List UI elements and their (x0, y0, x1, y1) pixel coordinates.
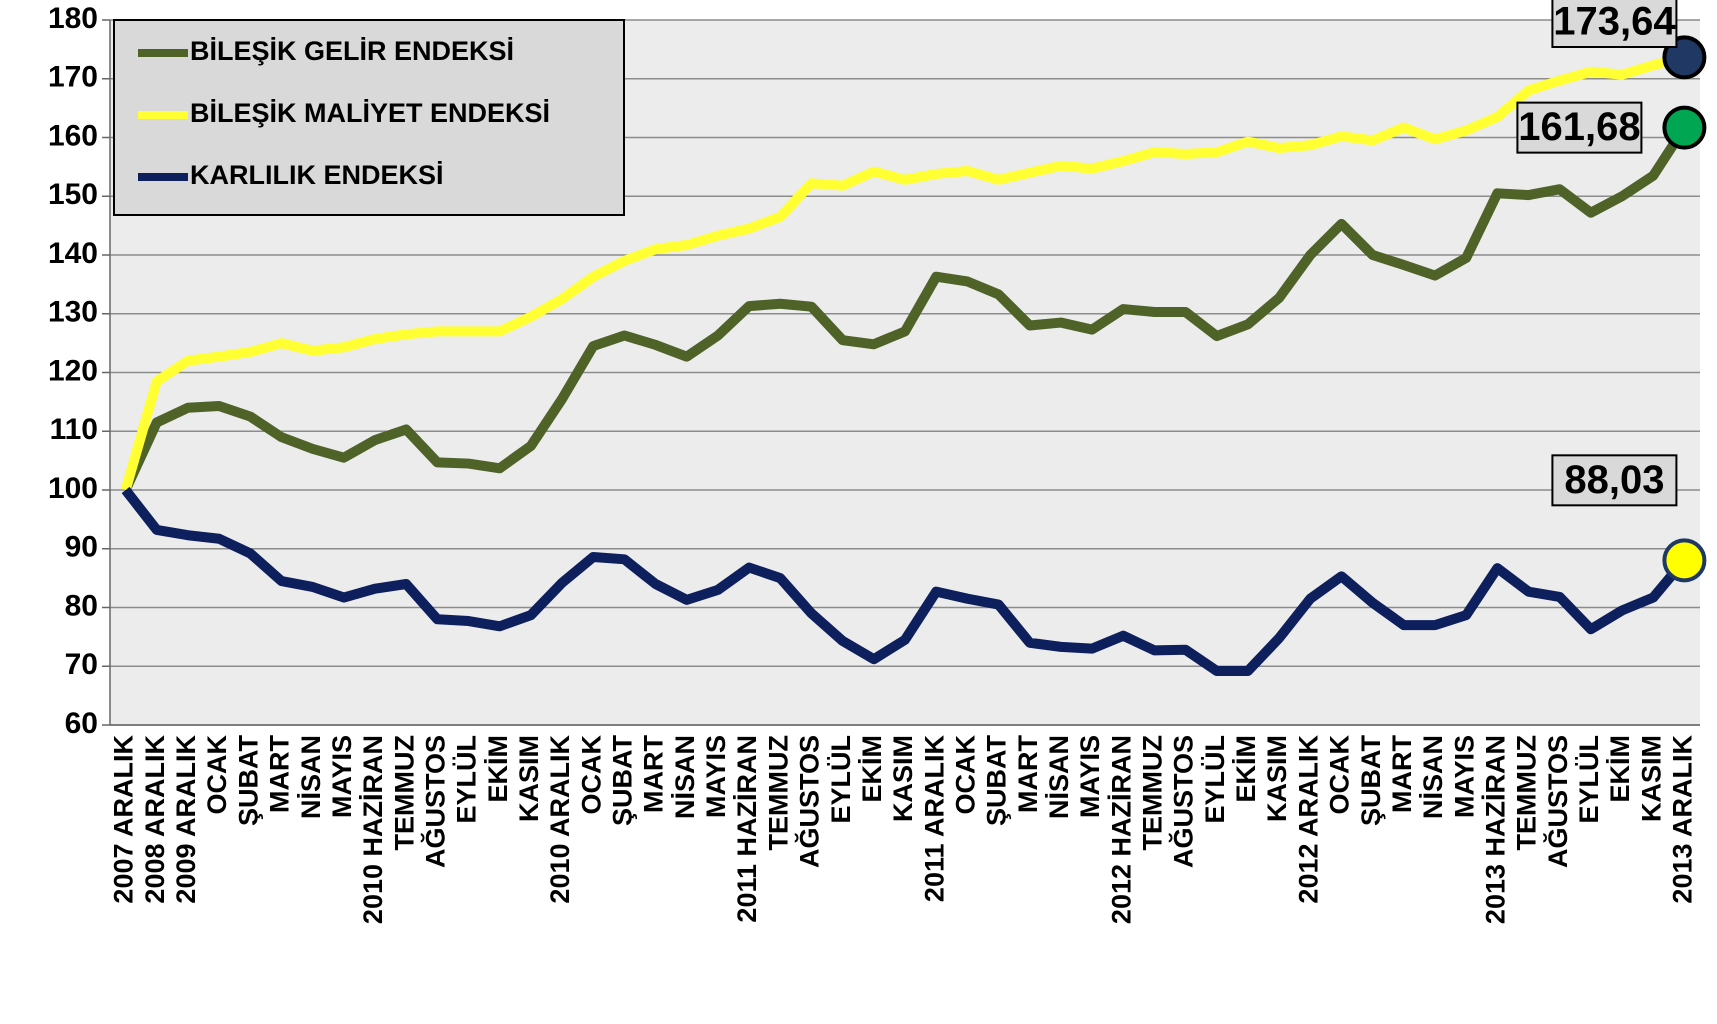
data-label-box (1551, 454, 1678, 507)
end-marker (1662, 105, 1707, 150)
x-tick-label: MART (639, 734, 669, 812)
x-tick-label: TEMMUZ (763, 735, 793, 850)
x-tick-label: 2010 ARALIK (545, 735, 575, 904)
x-tick-label: OCAK (576, 735, 606, 815)
x-tick-label: 2011 ARALIK (919, 734, 949, 902)
data-label: 88,03 (1551, 454, 1678, 507)
legend-label: BİLEŞİK GELİR ENDEKSİ (190, 36, 514, 66)
legend-label: BİLEŞİK MALİYET ENDEKSİ (190, 98, 550, 128)
y-tick-label: 120 (48, 354, 98, 387)
x-tick-label: ŞUBAT (1356, 734, 1386, 826)
x-tick-label: EKİM (483, 735, 513, 803)
x-tick-label: KASIM (1262, 735, 1292, 822)
y-tick-label: 130 (48, 296, 98, 329)
x-tick-label: AĞUSTOS (419, 735, 450, 868)
x-tick-label: NİSAN (1418, 735, 1448, 819)
x-tick-label: MAYIS (1449, 735, 1479, 818)
y-tick-label: 60 (65, 707, 98, 740)
data-label: 173,64 (1551, 0, 1678, 48)
x-tick-label: AĞUSTOS (1168, 735, 1199, 868)
x-tick-label: 2012 HAZİRAN (1106, 735, 1136, 924)
y-tick-label: 110 (50, 413, 98, 446)
y-tick-label: 150 (48, 178, 98, 211)
x-tick-label: EKİM (1231, 735, 1261, 803)
x-tick-label: 2013 HAZİRAN (1480, 735, 1510, 924)
x-tick-label: 2007 ARALIK (109, 735, 139, 904)
y-tick-label: 90 (65, 531, 98, 564)
x-tick-label: ŞUBAT (233, 734, 263, 826)
y-tick-label: 70 (65, 648, 98, 681)
x-tick-label: EYLÜL (826, 735, 856, 824)
x-tick-label: KASIM (888, 735, 918, 822)
end-marker (1662, 538, 1707, 583)
x-tick-label: TEMMUZ (389, 735, 419, 850)
x-tick-label: MAYIS (327, 735, 357, 818)
data-label-text: 161,68 (1518, 105, 1640, 149)
data-label: 161,68 (1516, 101, 1643, 154)
x-tick-label: EYLÜL (1200, 735, 1230, 824)
legend-label: KARLILIK ENDEKSİ (190, 160, 444, 190)
data-label-text: 88,03 (1564, 458, 1664, 502)
x-tick-label: NİSAN (296, 735, 326, 819)
x-tick-label: EYLÜL (1574, 735, 1604, 824)
y-tick-label: 100 (48, 472, 98, 505)
x-tick-label: 2013 ARALIK (1668, 735, 1698, 904)
x-tick-label: TEMMUZ (1138, 735, 1168, 850)
x-tick-label: 2011 HAZİRAN (732, 735, 762, 923)
series-line (121, 486, 1689, 676)
x-tick-label: NİSAN (1044, 735, 1074, 819)
x-tick-label: EKİM (1605, 735, 1635, 803)
x-tick-label: AĞUSTOS (794, 735, 825, 868)
series-line (120, 52, 1686, 492)
x-tick-label: KASIM (1636, 735, 1666, 822)
legend: BİLEŞİK GELİR ENDEKSİ BİLEŞİK MALİYET END… (113, 19, 625, 216)
x-tick-label: EYLÜL (452, 735, 482, 824)
data-label-text: 173,64 (1553, 0, 1676, 44)
x-tick-label: OCAK (202, 735, 232, 815)
y-tick-label: 140 (48, 237, 98, 270)
x-tick-label: OCAK (1325, 735, 1355, 815)
x-tick-label: MART (1387, 734, 1417, 812)
x-tick-label: KASIM (514, 735, 544, 822)
x-tick-label: MAYIS (701, 735, 731, 818)
data-label-box (1516, 101, 1643, 154)
x-tick-label: OCAK (950, 735, 980, 815)
data-label-box (1551, 0, 1678, 48)
y-tick-label: 170 (48, 61, 98, 94)
y-tick-label: 80 (65, 589, 98, 622)
x-tick-label: MAYIS (1075, 735, 1105, 818)
x-tick-label: TEMMUZ (1512, 735, 1542, 850)
x-tick-label: EKİM (857, 735, 887, 803)
x-tick-label: 2012 ARALIK (1293, 735, 1323, 904)
x-tick-label: MART (1013, 734, 1043, 812)
y-tick-label: 180 (48, 2, 98, 35)
x-tick-label: MART (265, 734, 295, 812)
x-tick-label: 2008 ARALIK (140, 735, 170, 904)
x-tick-label: NİSAN (670, 735, 700, 819)
x-tick-label: 2010 HAZİRAN (358, 735, 388, 924)
legend-box (113, 19, 625, 216)
x-tick-label: AĞUSTOS (1542, 735, 1573, 868)
y-tick-label: 160 (48, 119, 98, 152)
x-tick-label: 2009 ARALIK (171, 735, 201, 904)
x-tick-label: ŞUBAT (982, 734, 1012, 826)
series-line (121, 124, 1689, 493)
x-tick-label: ŞUBAT (608, 734, 638, 826)
